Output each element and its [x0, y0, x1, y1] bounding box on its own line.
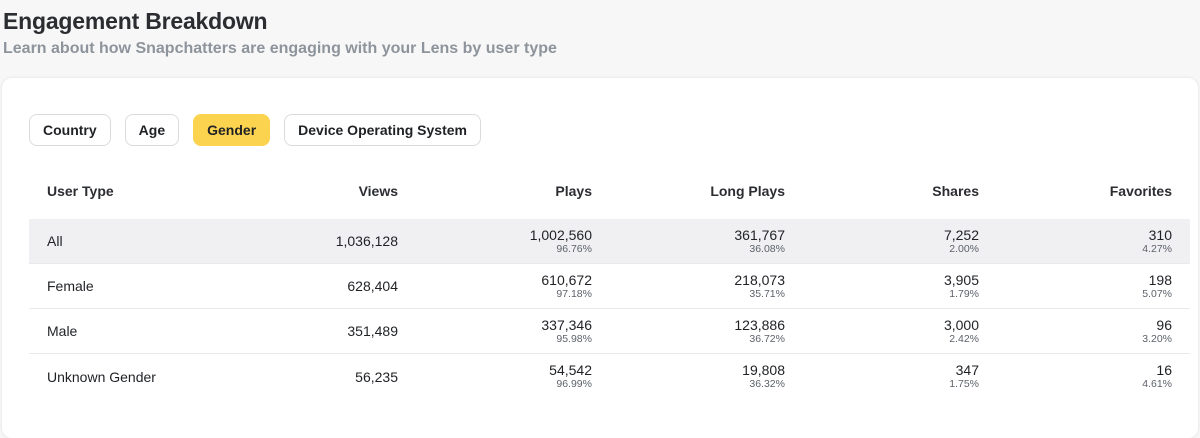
- shares-value: 7,252: [943, 226, 979, 243]
- plays-percent: 95.98%: [556, 332, 592, 345]
- long-plays-value: 218,073: [734, 271, 785, 288]
- column-header-user-type[interactable]: User Type: [47, 183, 114, 199]
- column-header-long-plays[interactable]: Long Plays: [710, 183, 785, 199]
- filter-gender-button[interactable]: Gender: [193, 114, 271, 146]
- page-subtitle: Learn about how Snapchatters are engagin…: [3, 40, 557, 57]
- views-value: 351,489: [347, 323, 398, 339]
- favorites-value: 310: [1148, 226, 1172, 243]
- shares-percent: 2.42%: [949, 332, 979, 345]
- long-plays-percent: 36.08%: [749, 242, 785, 255]
- plays-percent: 96.76%: [556, 242, 592, 255]
- user-type-label: Unknown Gender: [47, 368, 156, 385]
- user-type-label: Male: [47, 323, 78, 339]
- long-plays-percent: 35.71%: [749, 287, 785, 300]
- long-plays-percent: 36.32%: [749, 378, 785, 390]
- table-header: User Type Views Plays Long Plays Shares …: [29, 174, 1190, 208]
- filter-country-button[interactable]: Country: [29, 114, 111, 146]
- shares-percent: 2.00%: [949, 242, 979, 255]
- filter-age-button[interactable]: Age: [124, 114, 180, 146]
- long-plays-value: 19,808: [742, 362, 785, 378]
- user-type-label: All: [47, 233, 63, 249]
- shares-value: 3,000: [943, 316, 979, 333]
- column-header-favorites[interactable]: Favorites: [1109, 183, 1172, 199]
- table-body: All 1,036,128 1,002,560 96.76% 361,767 36.…: [29, 219, 1190, 399]
- favorites-percent: 5.07%: [1142, 287, 1172, 300]
- favorites-value: 198: [1148, 271, 1172, 288]
- plays-percent: 97.18%: [556, 287, 592, 300]
- views-value: 628,404: [347, 278, 398, 294]
- plays-value: 54,542: [549, 362, 592, 378]
- favorites-percent: 4.61%: [1142, 378, 1172, 390]
- favorites-value: 96: [1156, 316, 1172, 333]
- shares-percent: 1.79%: [949, 287, 979, 300]
- shares-percent: 1.75%: [949, 378, 979, 390]
- filter-device-os-button[interactable]: Device Operating System: [284, 114, 481, 146]
- long-plays-percent: 36.72%: [749, 332, 785, 345]
- column-header-views[interactable]: Views: [358, 183, 398, 199]
- page-title: Engagement Breakdown: [3, 8, 268, 34]
- favorites-percent: 4.27%: [1142, 242, 1172, 255]
- plays-percent: 96.99%: [556, 378, 592, 390]
- plays-value: 610,672: [541, 271, 592, 288]
- views-value: 1,036,128: [335, 233, 398, 249]
- table-row[interactable]: Female 628,404 610,672 97.18% 218,073 35.7…: [29, 264, 1190, 309]
- plays-value: 337,346: [541, 316, 592, 333]
- table-row[interactable]: All 1,036,128 1,002,560 96.76% 361,767 36.…: [29, 219, 1190, 264]
- user-type-label: Female: [47, 278, 94, 294]
- column-header-shares[interactable]: Shares: [932, 183, 979, 199]
- shares-value: 3,905: [943, 271, 979, 288]
- long-plays-value: 123,886: [734, 316, 785, 333]
- shares-value: 347: [955, 362, 979, 378]
- table-row[interactable]: Unknown Gender 56,235 54,542 96.99% 19,80…: [29, 354, 1190, 399]
- column-header-plays[interactable]: Plays: [555, 183, 592, 199]
- views-value: 56,235: [355, 368, 398, 385]
- engagement-card: Country Age Gender Device Operating Syst…: [2, 78, 1198, 438]
- filter-bar: Country Age Gender Device Operating Syst…: [29, 114, 481, 146]
- favorites-percent: 3.20%: [1142, 332, 1172, 345]
- favorites-value: 16: [1156, 362, 1172, 378]
- table-row[interactable]: Male 351,489 337,346 95.98% 123,886 36.72%…: [29, 309, 1190, 354]
- long-plays-value: 361,767: [734, 226, 785, 243]
- plays-value: 1,002,560: [529, 226, 592, 243]
